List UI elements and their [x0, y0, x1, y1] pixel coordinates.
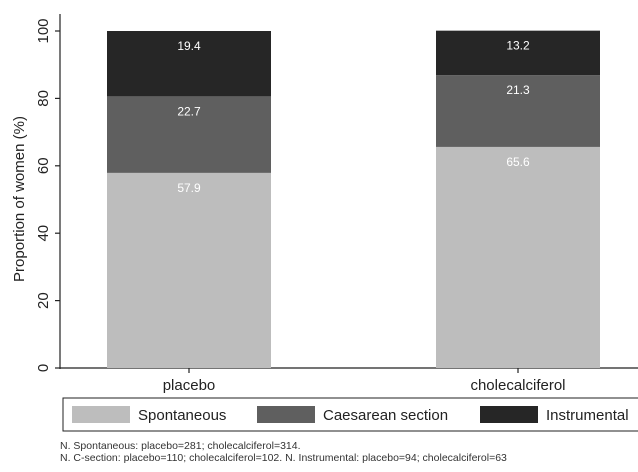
bar-segment [436, 75, 600, 147]
y-tick-label: 40 [35, 225, 52, 242]
data-label: 65.6 [506, 155, 530, 169]
x-tick-label: placebo [163, 377, 216, 394]
footnote-line-2: N. C-section: placebo=110; cholecalcifer… [60, 452, 507, 464]
bar-segment [107, 96, 271, 173]
footnote-line-1: N. Spontaneous: placebo=281; cholecalcif… [60, 440, 301, 452]
x-tick-label: cholecalciferol [470, 377, 565, 394]
legend: Spontaneous Caesarean section Instrumental [62, 397, 638, 432]
data-label: 19.4 [177, 39, 201, 53]
data-label: 57.9 [177, 181, 201, 195]
axes: 0 20 40 60 80 100 Proportion of women (%) place… [11, 14, 638, 394]
bar-segment [436, 146, 600, 368]
bar-segment [436, 30, 600, 76]
y-tick-label: 80 [35, 90, 52, 107]
legend-swatch [257, 406, 315, 423]
data-label: 13.2 [506, 39, 530, 53]
legend-label: Caesarean section [323, 407, 448, 424]
y-axis-title: Proportion of women (%) [11, 116, 28, 282]
y-tick-label: 60 [35, 157, 52, 174]
y-tick-label: 20 [35, 292, 52, 309]
data-label: 22.7 [177, 104, 201, 118]
bar-segment [107, 31, 271, 97]
data-labels: 57.9 22.7 19.4 65.6 21.3 13.2 [177, 39, 530, 195]
legend-label: Instrumental [546, 407, 629, 424]
legend-label: Spontaneous [138, 407, 226, 424]
y-tick-label: 100 [35, 18, 52, 43]
legend-box [62, 397, 638, 432]
bar-segment [107, 172, 271, 368]
y-tick-label: 0 [35, 364, 52, 372]
legend-swatch [480, 406, 538, 423]
data-label: 21.3 [506, 83, 530, 97]
bars [107, 30, 600, 368]
legend-swatch [72, 406, 130, 423]
